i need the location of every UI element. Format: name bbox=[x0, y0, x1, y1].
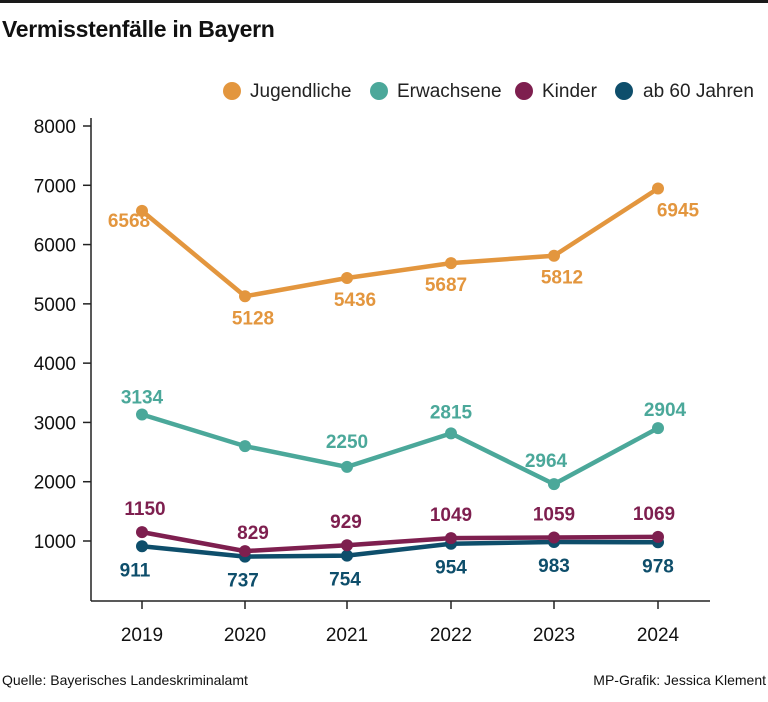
y-tick-label-5000: 5000 bbox=[34, 295, 76, 316]
data-point-erwachsene-2020 bbox=[239, 440, 251, 453]
data-label-erwachsene-2022: 2815 bbox=[430, 402, 473, 423]
legend-marker-kinder bbox=[515, 82, 533, 100]
legend-label-ab-60-jahren: ab 60 Jahren bbox=[643, 81, 754, 102]
legend-label-kinder: Kinder bbox=[542, 81, 598, 102]
data-point-kinder-2024 bbox=[652, 530, 664, 543]
data-point-jugendliche-2023 bbox=[548, 249, 560, 262]
data-point-jugendliche-2024 bbox=[652, 182, 664, 195]
legend-label-jugendliche: Jugendliche bbox=[250, 81, 351, 102]
data-point-erwachsene-2023 bbox=[548, 478, 560, 491]
data-label-ab-60-jahren-2023: 983 bbox=[538, 556, 570, 577]
x-tick-label-2024: 2024 bbox=[637, 625, 680, 646]
data-label-jugendliche-2021: 5436 bbox=[334, 290, 376, 311]
data-point-erwachsene-2021 bbox=[341, 460, 353, 473]
data-label-erwachsene-2023: 2964 bbox=[525, 451, 568, 472]
data-label-kinder-2024: 1069 bbox=[633, 504, 675, 525]
data-point-jugendliche-2022 bbox=[445, 257, 457, 270]
data-label-erwachsene-2024: 2904 bbox=[644, 400, 687, 421]
credit-note: MP-Grafik: Jessica Klement bbox=[593, 672, 766, 688]
data-point-kinder-2020 bbox=[239, 545, 251, 558]
series-line-ab-60-jahren bbox=[139, 539, 661, 559]
data-label-jugendliche-2022: 5687 bbox=[425, 275, 467, 296]
data-label-erwachsene-2021: 2250 bbox=[326, 432, 368, 453]
chart-title: Vermisstenfälle in Bayern bbox=[2, 16, 275, 42]
data-label-ab-60-jahren-2022: 954 bbox=[435, 558, 467, 579]
x-tick-label-2020: 2020 bbox=[224, 625, 266, 646]
data-label-kinder-2021: 929 bbox=[330, 512, 362, 533]
data-point-ab-60-jahren-2021 bbox=[341, 549, 353, 562]
x-tick-label-2021: 2021 bbox=[326, 625, 368, 646]
data-point-kinder-2021 bbox=[341, 539, 353, 552]
data-point-erwachsene-2024 bbox=[652, 422, 664, 435]
x-tick-label-2019: 2019 bbox=[121, 625, 163, 646]
data-label-ab-60-jahren-2019: 911 bbox=[120, 560, 151, 581]
data-labels: 6568 5128 5436 5687 5812 6945 3134 2250 2815 2964… bbox=[108, 201, 700, 592]
data-label-ab-60-jahren-2024: 978 bbox=[642, 556, 674, 577]
data-label-jugendliche-2024: 6945 bbox=[657, 201, 700, 222]
data-label-jugendliche-2019: 6568 bbox=[108, 211, 150, 232]
data-label-jugendliche-2020: 5128 bbox=[232, 308, 274, 329]
axes bbox=[90, 118, 710, 602]
y-tick-label-7000: 7000 bbox=[34, 176, 76, 197]
series-group bbox=[136, 182, 664, 563]
data-label-kinder-2023: 1059 bbox=[533, 505, 575, 526]
y-tick-label-3000: 3000 bbox=[34, 413, 76, 434]
data-label-kinder-2020: 829 bbox=[237, 523, 269, 544]
series-line-jugendliche bbox=[139, 186, 661, 299]
data-point-kinder-2023 bbox=[548, 531, 560, 544]
x-tick-label-2023: 2023 bbox=[533, 625, 575, 646]
y-axis-ticks: 8000 7000 6000 5000 4000 3000 2000 1000 bbox=[34, 117, 91, 553]
data-label-kinder-2019: 1150 bbox=[124, 499, 165, 520]
legend-label-erwachsene: Erwachsene bbox=[397, 81, 502, 102]
data-point-jugendliche-2020 bbox=[239, 290, 251, 303]
y-tick-label-2000: 2000 bbox=[34, 473, 76, 494]
data-label-ab-60-jahren-2021: 754 bbox=[329, 570, 361, 591]
legend: Jugendliche Erwachsene Kinder ab 60 Jahren bbox=[223, 81, 754, 102]
y-tick-label-1000: 1000 bbox=[34, 532, 76, 553]
data-label-jugendliche-2023: 5812 bbox=[541, 268, 583, 289]
data-label-erwachsene-2019: 3134 bbox=[121, 387, 164, 408]
legend-marker-erwachsene bbox=[370, 82, 388, 100]
y-tick-label-8000: 8000 bbox=[34, 117, 76, 138]
data-point-jugendliche-2019 bbox=[136, 204, 148, 217]
data-point-kinder-2022 bbox=[445, 532, 457, 545]
legend-marker-jugendliche bbox=[223, 82, 241, 100]
data-label-kinder-2022: 1049 bbox=[430, 505, 472, 526]
series-line-erwachsene bbox=[139, 412, 661, 487]
data-point-erwachsene-2022 bbox=[445, 427, 457, 440]
series-line-kinder bbox=[139, 529, 661, 554]
data-point-jugendliche-2021 bbox=[341, 272, 353, 285]
data-point-erwachsene-2019 bbox=[136, 408, 148, 421]
data-point-kinder-2019 bbox=[136, 526, 148, 539]
legend-marker-ab-60-jahren bbox=[615, 82, 633, 100]
y-tick-label-4000: 4000 bbox=[34, 354, 76, 375]
x-axis-ticks: 2019 2020 2021 2022 2023 2024 bbox=[121, 601, 680, 646]
data-point-ab-60-jahren-2019 bbox=[136, 540, 148, 553]
top-rule bbox=[0, 0, 768, 3]
source-note: Quelle: Bayerisches Landeskriminalamt bbox=[2, 672, 248, 688]
x-tick-label-2022: 2022 bbox=[430, 625, 472, 646]
y-tick-label-6000: 6000 bbox=[34, 236, 76, 257]
data-label-ab-60-jahren-2020: 737 bbox=[227, 571, 259, 592]
